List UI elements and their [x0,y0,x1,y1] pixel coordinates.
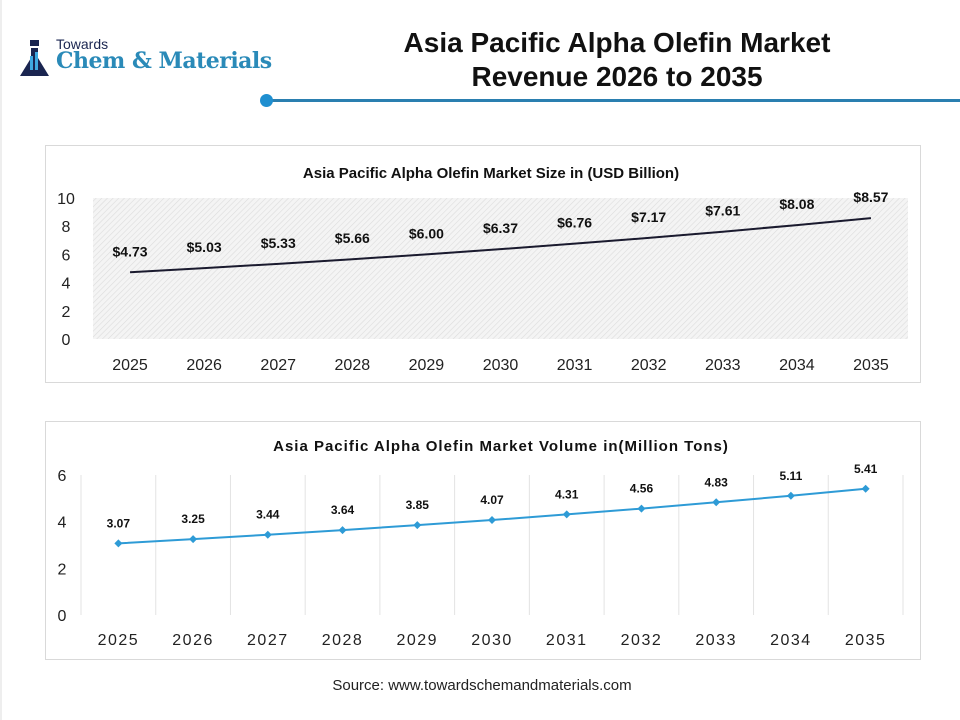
data-label: 4.07 [480,493,504,507]
data-point [562,510,571,519]
data-point [338,526,347,535]
y-tick-label: 6 [58,468,67,485]
title-rule [266,99,960,102]
data-point [861,484,870,493]
x-tick-label: 2025 [112,357,148,374]
source-text: Source: www.towardschemandmaterials.com [332,677,632,694]
volume-chart: Asia Pacific Alpha Olefin Market Volume … [58,438,904,649]
x-tick-label: 2034 [770,632,812,649]
data-label: $5.66 [335,230,370,246]
plot-area [93,198,908,339]
x-tick-label: 2035 [845,632,887,649]
x-tick-label: 2030 [483,357,519,374]
y-tick-label: 6 [62,247,71,264]
data-label: $6.76 [557,215,592,231]
data-label: 3.44 [256,508,280,522]
chart-title: Asia Pacific Alpha Olefin Market Size in… [303,165,679,182]
data-label: $6.00 [409,225,444,241]
data-point [263,530,272,539]
x-tick-label: 2027 [247,632,289,649]
logo-line2: Chem & Materials [56,48,272,74]
x-tick-label: 2026 [172,632,214,649]
data-label: 4.56 [630,482,654,496]
data-label: $5.03 [187,239,222,255]
logo: Towards Chem & Materials [18,36,278,80]
data-label: 3.64 [331,503,355,517]
data-point [488,516,496,525]
data-label: 5.11 [780,469,803,483]
chart-panel-volume: Asia Pacific Alpha Olefin Market Volume … [45,421,921,660]
data-point [637,504,646,513]
data-point [712,498,721,507]
data-label: $5.33 [261,235,296,251]
page-title: Asia Pacific Alpha Olefin Market Revenue… [332,26,902,94]
chart-panel-revenue: Asia Pacific Alpha Olefin Market Size in… [45,145,921,383]
x-tick-label: 2033 [705,357,741,374]
x-tick-label: 2031 [546,632,588,649]
data-point [189,535,198,544]
data-label: 5.41 [854,462,878,476]
data-label: $4.73 [113,243,148,259]
x-tick-label: 2033 [695,632,737,649]
y-tick-label: 2 [62,304,71,321]
data-label: $6.37 [483,220,518,236]
data-point [786,491,795,500]
x-tick-label: 2031 [557,357,593,374]
x-tick-label: 2025 [98,632,140,649]
x-tick-label: 2032 [631,357,667,374]
data-label: 4.31 [555,487,579,501]
x-tick-label: 2035 [853,357,889,374]
x-tick-label: 2032 [621,632,663,649]
data-point [413,521,422,530]
y-tick-label: 2 [58,561,67,578]
data-label: 3.25 [181,512,205,526]
logo-line1: Towards [56,36,109,52]
data-label: $8.08 [779,196,814,212]
y-tick-label: 4 [62,276,71,293]
chart-title: Asia Pacific Alpha Olefin Market Volume … [273,438,729,455]
revenue-chart: Asia Pacific Alpha Olefin Market Size in… [57,165,908,374]
data-point [114,539,123,548]
y-tick-label: 8 [62,219,71,236]
title-line2: Revenue 2026 to 2035 [471,61,763,92]
flask-icon [20,40,49,76]
data-label: $7.17 [631,209,666,225]
x-tick-label: 2028 [322,632,364,649]
data-label: $8.57 [853,189,888,205]
x-tick-label: 2029 [396,632,438,649]
title-rule-dot [260,94,273,107]
x-tick-label: 2029 [409,357,445,374]
data-label: 4.83 [705,475,729,489]
x-tick-label: 2026 [186,357,222,374]
data-label: 3.85 [406,498,430,512]
data-label: 3.07 [107,516,131,530]
y-tick-label: 10 [57,191,75,208]
x-tick-label: 2030 [471,632,513,649]
series-line [129,217,872,274]
x-tick-label: 2034 [779,357,815,374]
x-tick-label: 2027 [260,357,296,374]
x-tick-label: 2028 [335,357,371,374]
y-tick-label: 4 [58,515,67,532]
y-tick-label: 0 [58,608,67,625]
data-label: $7.61 [705,203,740,219]
title-line1: Asia Pacific Alpha Olefin Market [403,27,831,58]
y-tick-label: 0 [62,332,71,349]
